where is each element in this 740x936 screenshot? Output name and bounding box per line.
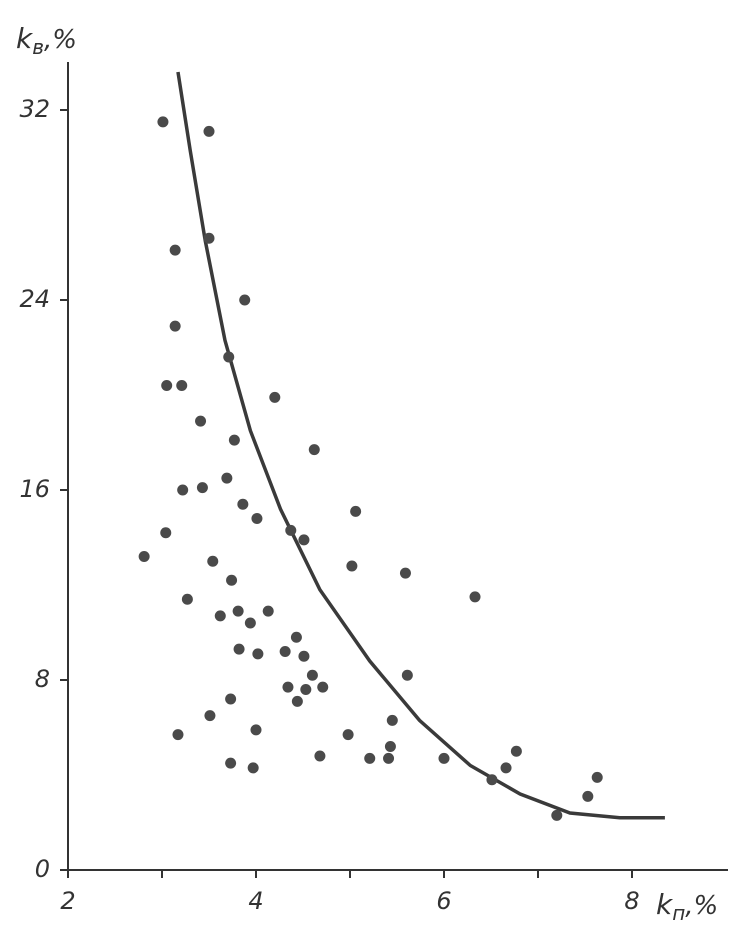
label-symbol: k xyxy=(656,888,674,921)
data-point xyxy=(169,320,181,332)
data-point xyxy=(225,757,237,769)
x-tick-label: 2 xyxy=(60,887,75,915)
y-tick-label: 8 xyxy=(35,665,50,693)
y-tick-label: 0 xyxy=(35,855,50,883)
data-point xyxy=(386,714,398,726)
data-point xyxy=(157,116,169,128)
data-point xyxy=(232,605,244,617)
data-point xyxy=(247,762,259,774)
x-tick-label: 8 xyxy=(624,887,639,915)
data-point xyxy=(399,567,411,579)
data-point xyxy=(176,380,188,391)
y-tick-label: 24 xyxy=(19,285,50,313)
data-point xyxy=(250,724,262,736)
data-point xyxy=(510,745,522,757)
data-point xyxy=(177,484,189,496)
label-symbol: k xyxy=(16,22,34,55)
data-point xyxy=(308,444,320,456)
data-point xyxy=(169,244,181,256)
data-point xyxy=(314,750,326,762)
data-point xyxy=(195,415,207,427)
data-point xyxy=(138,551,150,562)
data-point xyxy=(282,681,294,693)
data-point xyxy=(252,648,264,660)
data-point xyxy=(342,729,354,741)
data-point xyxy=(469,591,481,603)
y-axis-label: kв,% xyxy=(16,22,77,59)
y-tick-label: 16 xyxy=(19,475,50,503)
data-point xyxy=(279,646,291,657)
data-point xyxy=(221,472,233,484)
fit-curve xyxy=(176,71,665,820)
data-point xyxy=(285,524,297,536)
data-point xyxy=(350,505,362,517)
data-point xyxy=(239,294,251,306)
data-point xyxy=(262,605,274,617)
data-point xyxy=(364,752,376,764)
data-point xyxy=(226,574,238,586)
data-point xyxy=(251,513,263,524)
data-point xyxy=(196,482,208,494)
data-point xyxy=(291,695,303,707)
data-point xyxy=(591,771,603,783)
data-point xyxy=(438,752,450,764)
y-tick-label: 32 xyxy=(19,95,50,123)
data-point xyxy=(346,560,358,572)
data-point xyxy=(401,669,413,681)
data-point xyxy=(317,681,329,693)
data-point xyxy=(161,380,173,391)
data-point xyxy=(298,534,310,546)
x-tick-label: 6 xyxy=(436,887,451,915)
x-axis-label: kп,% xyxy=(656,888,718,925)
data-point xyxy=(214,610,226,622)
data-point xyxy=(237,498,249,510)
data-point xyxy=(204,710,216,722)
label-unit: ,% xyxy=(685,891,718,921)
data-point xyxy=(269,391,281,403)
data-point xyxy=(207,555,219,567)
data-point xyxy=(582,790,594,802)
data-point xyxy=(290,631,302,643)
data-point xyxy=(551,809,563,821)
data-point xyxy=(306,669,318,681)
data-point xyxy=(384,741,396,752)
data-point xyxy=(486,774,498,786)
data-point xyxy=(203,125,215,137)
label-subscript: в xyxy=(32,35,44,59)
data-point xyxy=(160,527,172,539)
data-point xyxy=(228,434,240,446)
data-point xyxy=(223,351,235,363)
data-point xyxy=(233,643,245,655)
data-point xyxy=(225,693,237,705)
label-unit: ,% xyxy=(44,25,77,55)
data-point xyxy=(298,650,310,662)
data-point xyxy=(383,752,395,764)
data-point xyxy=(172,729,184,741)
x-tick-label: 4 xyxy=(248,887,263,915)
data-point xyxy=(300,684,312,695)
data-point xyxy=(500,762,512,774)
data-point xyxy=(203,232,215,244)
data-point xyxy=(181,593,193,605)
data-point xyxy=(244,617,256,629)
label-subscript: п xyxy=(672,901,685,925)
